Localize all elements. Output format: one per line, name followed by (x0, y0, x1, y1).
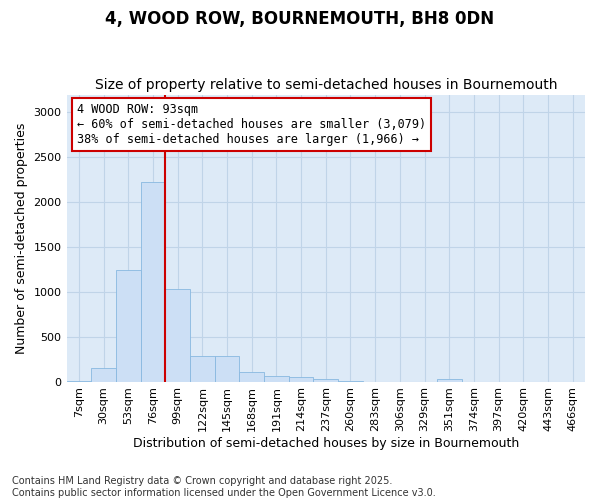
Bar (190, 356, 215, 382)
Bar (67, 380, 91, 382)
Bar (215, 356, 239, 382)
Bar (437, 379, 461, 382)
Bar (91, 368, 116, 382)
Bar (239, 372, 264, 382)
Bar (264, 376, 289, 382)
Title: Size of property relative to semi-detached houses in Bournemouth: Size of property relative to semi-detach… (95, 78, 557, 92)
Bar (313, 379, 338, 382)
Text: Contains HM Land Registry data © Crown copyright and database right 2025.
Contai: Contains HM Land Registry data © Crown c… (12, 476, 436, 498)
X-axis label: Distribution of semi-detached houses by size in Bournemouth: Distribution of semi-detached houses by … (133, 437, 519, 450)
Y-axis label: Number of semi-detached properties: Number of semi-detached properties (15, 122, 28, 354)
Bar (116, 270, 140, 382)
Bar (289, 376, 313, 382)
Bar (140, 182, 165, 382)
Text: 4 WOOD ROW: 93sqm
← 60% of semi-detached houses are smaller (3,079)
38% of semi-: 4 WOOD ROW: 93sqm ← 60% of semi-detached… (77, 103, 426, 146)
Bar (338, 381, 363, 382)
Bar (165, 289, 190, 382)
Text: 4, WOOD ROW, BOURNEMOUTH, BH8 0DN: 4, WOOD ROW, BOURNEMOUTH, BH8 0DN (106, 10, 494, 28)
